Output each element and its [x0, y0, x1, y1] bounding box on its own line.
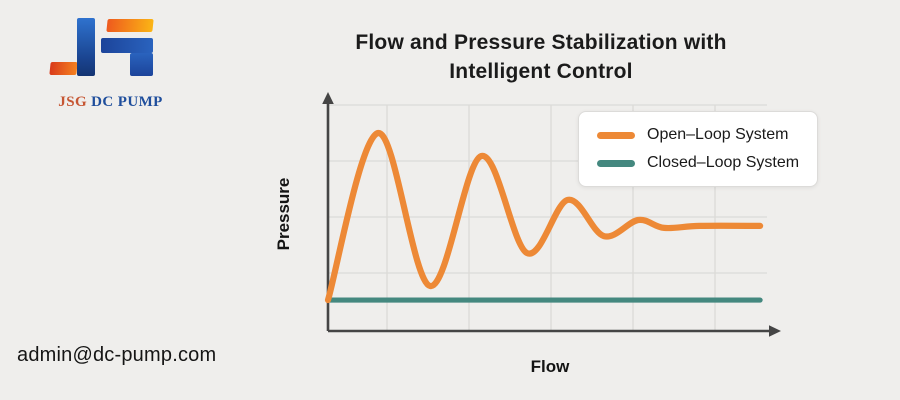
chart-legend: Open–Loop System Closed–Loop System [578, 111, 818, 187]
jsg-logo-icon [49, 14, 155, 76]
logo-j-stem-shape [77, 18, 95, 76]
chart-title-line1: Flow and Pressure Stabilization with [355, 31, 727, 54]
y-axis-label: Pressure [274, 177, 293, 251]
x-axis-label: Flow [530, 357, 570, 376]
open-loop-curve [324, 129, 764, 304]
logo-text-dcpump: DC PUMP [91, 94, 163, 110]
logo-s-mid-shape [101, 38, 153, 53]
legend-item-open-loop: Open–Loop System [597, 126, 817, 144]
chart-title: Flow and Pressure Stabilization with Int… [291, 28, 791, 86]
jsg-logo: JSG DC PUMP [49, 14, 170, 110]
legend-label-open-loop: Open–Loop System [647, 126, 789, 143]
x-axis-arrow-icon [769, 325, 781, 337]
logo-wordmark: JSG DC PUMP [38, 94, 183, 111]
logo-text-jsg: JSG [58, 94, 88, 110]
closed-loop-swatch-icon [597, 159, 635, 167]
legend-item-closed-loop: Closed–Loop System [597, 154, 817, 172]
contact-email: admin@dc-pump.com [17, 344, 217, 366]
chart-title-line2: Intelligent Control [449, 60, 633, 83]
y-axis-arrow-icon [322, 92, 334, 104]
legend-label-closed-loop: Closed–Loop System [647, 154, 800, 171]
open-loop-swatch-icon [597, 131, 635, 139]
logo-s-right-shape [130, 53, 153, 76]
